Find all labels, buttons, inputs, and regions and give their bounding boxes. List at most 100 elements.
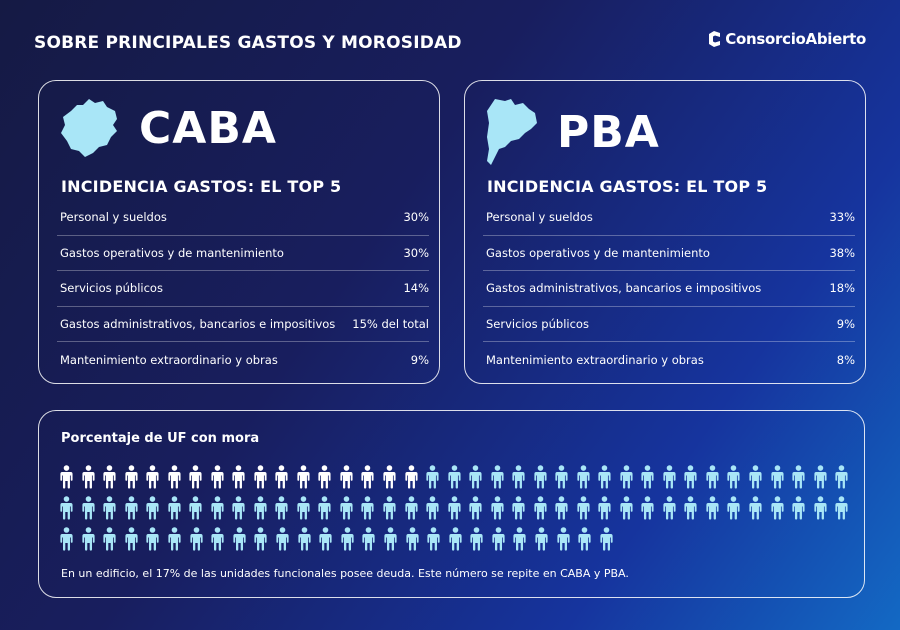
person-icon: [469, 465, 482, 489]
list-item: Gastos administrativos, bancarios e impo…: [57, 307, 429, 342]
person-icon: [426, 496, 439, 520]
person-icon: [189, 527, 203, 551]
person-icon: [706, 496, 719, 520]
person-icon: [318, 496, 331, 520]
person-icon: [578, 527, 591, 551]
person-icon: [835, 465, 848, 489]
expense-label: Servicios públicos: [60, 281, 163, 296]
list-item: Gastos operativos y de mantenimiento 38%: [483, 236, 855, 271]
person-with-debt-icon: [275, 465, 288, 489]
expense-label: Gastos operativos y de mantenimiento: [486, 245, 710, 260]
person-with-debt-icon: [60, 465, 73, 489]
caba-title: CABA: [139, 102, 277, 154]
expense-value: 9%: [410, 352, 429, 367]
person-icon: [341, 527, 354, 551]
expense-label: Gastos administrativos, bancarios e impo…: [60, 316, 336, 331]
person-icon: [534, 465, 547, 489]
person-icon: [426, 465, 439, 489]
person-icon: [211, 527, 224, 551]
person-icon: [641, 465, 654, 489]
person-icon: [706, 465, 719, 489]
person-icon: [81, 527, 95, 551]
person-with-debt-icon: [404, 465, 418, 489]
person-with-debt-icon: [168, 465, 181, 489]
person-icon: [513, 527, 527, 551]
person-icon: [103, 496, 116, 520]
person-with-debt-icon: [103, 465, 116, 489]
mora-card: Porcentaje de UF con mora En un edificio…: [38, 410, 865, 598]
person-icon: [492, 527, 505, 551]
person-icon: [189, 496, 202, 520]
person-with-debt-icon: [361, 465, 374, 489]
caba-expense-list: Personal y sueldos 30% Gastos operativos …: [57, 200, 429, 378]
pba-header: PBA: [485, 97, 660, 167]
person-icon: [600, 527, 613, 551]
person-icon: [470, 527, 483, 551]
mora-title: Porcentaje de UF con mora: [61, 431, 260, 446]
person-icon: [663, 465, 676, 489]
person-icon: [168, 496, 181, 520]
person-with-debt-icon: [254, 465, 267, 489]
person-icon: [103, 527, 116, 551]
expense-label: Mantenimiento extraordinario y obras: [60, 352, 278, 367]
person-icon: [727, 496, 741, 520]
caba-header: CABA: [59, 97, 277, 159]
person-icon: [749, 465, 762, 489]
person-icon: [384, 527, 397, 551]
caba-section-title: INCIDENCIA GASTOS: EL TOP 5: [61, 177, 342, 196]
list-item: Mantenimiento extraordinario y obras 8%: [483, 342, 855, 378]
person-icon: [835, 496, 848, 520]
expense-value: 9%: [836, 316, 855, 331]
person-icon: [512, 465, 525, 489]
person-icon: [319, 527, 332, 551]
person-icon: [404, 496, 418, 520]
person-icon: [792, 465, 805, 489]
person-icon: [577, 496, 590, 520]
person-icon: [620, 465, 633, 489]
pba-map-icon: [487, 99, 537, 165]
expense-value: 30%: [403, 210, 429, 225]
people-grid: [59, 465, 849, 558]
person-icon: [727, 465, 741, 489]
person-icon: [684, 496, 697, 520]
person-with-debt-icon: [189, 465, 202, 489]
mora-note: En un edificio, el 17% de las unidades f…: [61, 567, 629, 580]
people-row: [59, 496, 849, 522]
person-icon: [362, 527, 375, 551]
person-icon: [598, 465, 611, 489]
expense-label: Personal y sueldos: [60, 210, 167, 225]
person-icon: [124, 496, 138, 520]
person-icon: [641, 496, 654, 520]
person-icon: [60, 496, 73, 520]
person-icon: [491, 465, 504, 489]
list-item: Personal y sueldos 30%: [57, 200, 429, 236]
person-icon: [749, 496, 762, 520]
caba-map-icon: [61, 99, 117, 157]
list-item: Personal y sueldos 33%: [483, 200, 855, 236]
person-with-debt-icon: [81, 465, 95, 489]
list-item: Mantenimiento extraordinario y obras 9%: [57, 342, 429, 378]
expense-label: Gastos operativos y de mantenimiento: [60, 245, 284, 260]
person-icon: [598, 496, 611, 520]
person-with-debt-icon: [383, 465, 396, 489]
expense-value: 38%: [829, 245, 855, 260]
person-icon: [792, 496, 805, 520]
expense-label: Personal y sueldos: [486, 210, 593, 225]
logo: ConsorcioAbierto: [707, 30, 866, 48]
person-icon: [233, 527, 246, 551]
person-icon: [813, 496, 827, 520]
pba-card: PBA INCIDENCIA GASTOS: EL TOP 5 Personal…: [464, 80, 866, 384]
page-title: SOBRE PRINCIPALES GASTOS Y MOROSIDAD: [34, 33, 462, 53]
person-with-debt-icon: [318, 465, 331, 489]
person-icon: [535, 527, 548, 551]
person-icon: [211, 496, 224, 520]
person-with-debt-icon: [340, 465, 353, 489]
person-icon: [555, 496, 568, 520]
person-icon: [81, 496, 95, 520]
person-icon: [577, 465, 590, 489]
list-item: Servicios públicos 14%: [57, 271, 429, 307]
person-icon: [405, 527, 419, 551]
pba-expense-list: Personal y sueldos 33% Gastos operativos …: [483, 200, 855, 378]
expense-value: 18%: [829, 281, 855, 296]
person-icon: [340, 496, 353, 520]
